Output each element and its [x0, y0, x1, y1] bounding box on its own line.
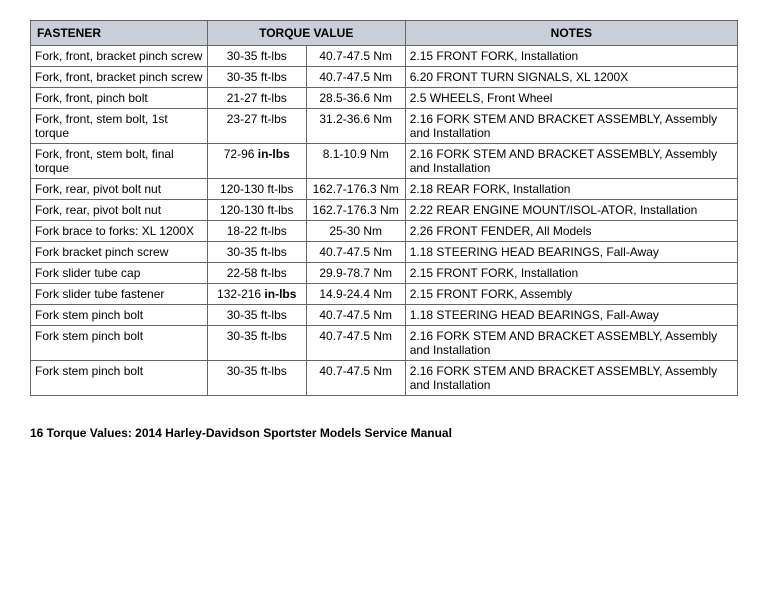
cell-torque-metric: 40.7-47.5 Nm [306, 305, 405, 326]
cell-torque-imperial: 120-130 ft-lbs [207, 179, 306, 200]
table-row: Fork, front, bracket pinch screw30-35 ft… [31, 67, 738, 88]
cell-fastener: Fork, rear, pivot bolt nut [31, 200, 208, 221]
cell-notes: 2.16 FORK STEM AND BRACKET ASSEMBLY, Ass… [405, 326, 737, 361]
table-row: Fork stem pinch bolt30-35 ft-lbs40.7-47.… [31, 305, 738, 326]
cell-fastener: Fork slider tube cap [31, 263, 208, 284]
cell-torque-imperial: 30-35 ft-lbs [207, 46, 306, 67]
cell-torque-imperial: 72-96 in-lbs [207, 144, 306, 179]
cell-notes: 2.15 FRONT FORK, Installation [405, 46, 737, 67]
cell-torque-imperial: 23-27 ft-lbs [207, 109, 306, 144]
cell-notes: 2.16 FORK STEM AND BRACKET ASSEMBLY, Ass… [405, 361, 737, 396]
cell-fastener: Fork bracket pinch screw [31, 242, 208, 263]
cell-fastener: Fork stem pinch bolt [31, 326, 208, 361]
cell-torque-metric: 14.9-24.4 Nm [306, 284, 405, 305]
cell-notes: 2.16 FORK STEM AND BRACKET ASSEMBLY, Ass… [405, 144, 737, 179]
cell-torque-metric: 40.7-47.5 Nm [306, 326, 405, 361]
cell-notes: 2.15 FRONT FORK, Assembly [405, 284, 737, 305]
cell-fastener: Fork brace to forks: XL 1200X [31, 221, 208, 242]
cell-torque-imperial: 21-27 ft-lbs [207, 88, 306, 109]
cell-notes: 6.20 FRONT TURN SIGNALS, XL 1200X [405, 67, 737, 88]
cell-torque-metric: 8.1-10.9 Nm [306, 144, 405, 179]
table-row: Fork, front, pinch bolt21-27 ft-lbs28.5-… [31, 88, 738, 109]
cell-torque-metric: 40.7-47.5 Nm [306, 361, 405, 396]
table-row: Fork slider tube fastener132-216 in-lbs1… [31, 284, 738, 305]
table-row: Fork slider tube cap22-58 ft-lbs29.9-78.… [31, 263, 738, 284]
header-torque-value: TORQUE VALUE [207, 21, 405, 46]
cell-torque-metric: 162.7-176.3 Nm [306, 200, 405, 221]
cell-torque-metric: 162.7-176.3 Nm [306, 179, 405, 200]
torque-table: FASTENER TORQUE VALUE NOTES Fork, front,… [30, 20, 738, 396]
cell-torque-imperial: 18-22 ft-lbs [207, 221, 306, 242]
cell-notes: 2.16 FORK STEM AND BRACKET ASSEMBLY, Ass… [405, 109, 737, 144]
cell-torque-imperial: 132-216 in-lbs [207, 284, 306, 305]
cell-fastener: Fork, front, bracket pinch screw [31, 46, 208, 67]
cell-torque-metric: 28.5-36.6 Nm [306, 88, 405, 109]
table-body: Fork, front, bracket pinch screw30-35 ft… [31, 46, 738, 396]
cell-fastener: Fork, front, stem bolt, 1st torque [31, 109, 208, 144]
cell-torque-imperial: 30-35 ft-lbs [207, 326, 306, 361]
table-row: Fork stem pinch bolt30-35 ft-lbs40.7-47.… [31, 361, 738, 396]
table-row: Fork, front, stem bolt, 1st torque23-27 … [31, 109, 738, 144]
header-fastener: FASTENER [31, 21, 208, 46]
cell-fastener: Fork stem pinch bolt [31, 361, 208, 396]
header-notes: NOTES [405, 21, 737, 46]
cell-fastener: Fork, rear, pivot bolt nut [31, 179, 208, 200]
cell-torque-imperial: 22-58 ft-lbs [207, 263, 306, 284]
cell-torque-imperial: 30-35 ft-lbs [207, 242, 306, 263]
cell-fastener: Fork, front, stem bolt, final torque [31, 144, 208, 179]
cell-notes: 2.22 REAR ENGINE MOUNT/ISOL-ATOR, Instal… [405, 200, 737, 221]
cell-torque-metric: 31.2-36.6 Nm [306, 109, 405, 144]
table-row: Fork, front, bracket pinch screw30-35 ft… [31, 46, 738, 67]
cell-notes: 2.5 WHEELS, Front Wheel [405, 88, 737, 109]
table-row: Fork stem pinch bolt30-35 ft-lbs40.7-47.… [31, 326, 738, 361]
page-footer: 16 Torque Values: 2014 Harley-Davidson S… [30, 426, 738, 440]
cell-notes: 1.18 STEERING HEAD BEARINGS, Fall-Away [405, 305, 737, 326]
table-row: Fork, rear, pivot bolt nut120-130 ft-lbs… [31, 179, 738, 200]
cell-fastener: Fork stem pinch bolt [31, 305, 208, 326]
cell-torque-metric: 29.9-78.7 Nm [306, 263, 405, 284]
cell-notes: 2.26 FRONT FENDER, All Models [405, 221, 737, 242]
cell-fastener: Fork slider tube fastener [31, 284, 208, 305]
cell-fastener: Fork, front, pinch bolt [31, 88, 208, 109]
table-header-row: FASTENER TORQUE VALUE NOTES [31, 21, 738, 46]
cell-torque-imperial: 30-35 ft-lbs [207, 361, 306, 396]
cell-notes: 2.18 REAR FORK, Installation [405, 179, 737, 200]
cell-torque-imperial: 30-35 ft-lbs [207, 67, 306, 88]
cell-notes: 2.15 FRONT FORK, Installation [405, 263, 737, 284]
table-row: Fork, rear, pivot bolt nut120-130 ft-lbs… [31, 200, 738, 221]
cell-torque-metric: 25-30 Nm [306, 221, 405, 242]
table-row: Fork brace to forks: XL 1200X18-22 ft-lb… [31, 221, 738, 242]
cell-notes: 1.18 STEERING HEAD BEARINGS, Fall-Away [405, 242, 737, 263]
cell-torque-metric: 40.7-47.5 Nm [306, 46, 405, 67]
cell-torque-metric: 40.7-47.5 Nm [306, 242, 405, 263]
cell-fastener: Fork, front, bracket pinch screw [31, 67, 208, 88]
cell-torque-imperial: 30-35 ft-lbs [207, 305, 306, 326]
cell-torque-imperial: 120-130 ft-lbs [207, 200, 306, 221]
table-row: Fork bracket pinch screw30-35 ft-lbs40.7… [31, 242, 738, 263]
table-row: Fork, front, stem bolt, final torque72-9… [31, 144, 738, 179]
cell-torque-metric: 40.7-47.5 Nm [306, 67, 405, 88]
